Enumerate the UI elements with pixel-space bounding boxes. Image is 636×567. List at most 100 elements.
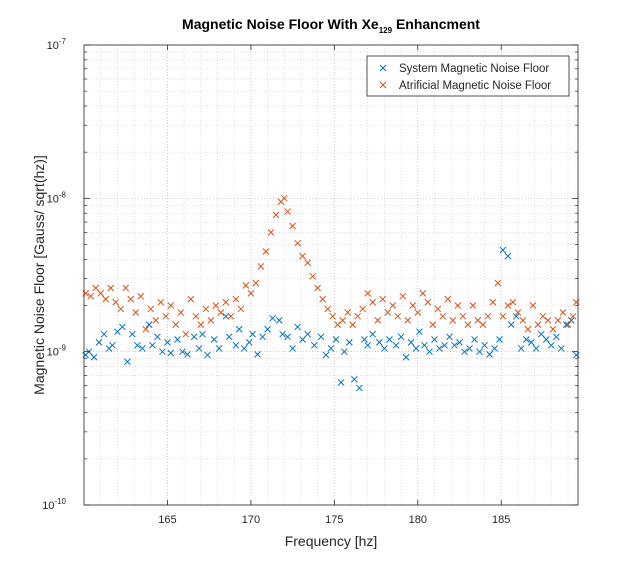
data-point — [412, 345, 420, 352]
data-point — [237, 305, 245, 313]
data-point — [569, 312, 577, 320]
data-point — [449, 317, 457, 324]
data-point — [451, 341, 458, 349]
data-point — [389, 302, 397, 309]
data-point — [97, 290, 105, 297]
axis-ticks — [84, 44, 578, 506]
data-point — [539, 312, 547, 320]
x-tick-label: 170 — [242, 514, 260, 526]
data-point — [167, 349, 175, 357]
legend-marker — [379, 81, 387, 89]
data-point — [147, 305, 155, 313]
data-point — [289, 345, 296, 352]
data-point — [210, 336, 218, 343]
data-point — [386, 336, 393, 343]
data-point — [459, 312, 467, 320]
data-point — [92, 284, 100, 292]
data-point — [479, 321, 487, 329]
data-point — [280, 194, 288, 202]
data-point — [549, 325, 557, 333]
data-point — [162, 312, 170, 320]
data-point — [346, 339, 353, 346]
data-point — [351, 375, 358, 383]
data-point — [354, 312, 362, 320]
data-point — [337, 379, 345, 386]
data-point — [254, 351, 261, 358]
data-point — [529, 302, 537, 309]
data-point — [421, 341, 428, 349]
data-point — [339, 317, 347, 324]
data-point — [264, 325, 271, 333]
data-point — [419, 290, 427, 297]
data-point — [267, 228, 275, 236]
data-point — [466, 345, 473, 352]
x-axis-title: Frequency [hz] — [285, 533, 378, 549]
data-point — [532, 345, 540, 352]
data-point — [547, 341, 555, 349]
data-point — [334, 321, 342, 329]
legend-marker — [379, 64, 387, 72]
y-axis-title: Magnetic Noise Floor [Gauss/ sqrt(hz)] — [31, 155, 47, 395]
data-point — [507, 321, 515, 329]
data-point — [184, 351, 191, 358]
chart-title-subscript: 129 — [379, 26, 393, 35]
data-point — [222, 312, 230, 320]
chart-title: Magnetic Noise Floor With Xe129 Enhancme… — [182, 16, 480, 35]
data-point — [552, 333, 560, 341]
data-point — [232, 341, 240, 349]
data-point — [397, 333, 405, 341]
data-point — [299, 252, 306, 260]
data-point — [439, 312, 447, 320]
data-point — [299, 336, 306, 343]
plot-frame — [83, 44, 579, 506]
data-point — [344, 309, 352, 316]
data-point — [394, 312, 402, 320]
data-point — [227, 312, 235, 320]
data-point — [499, 246, 507, 254]
data-point — [124, 358, 131, 366]
data-point — [222, 298, 230, 306]
data-point — [284, 208, 291, 215]
data-point — [102, 295, 110, 303]
data-point — [384, 309, 392, 316]
data-point — [496, 336, 503, 343]
legend-label: System Magnetic Noise Floor — [399, 63, 549, 75]
data-point — [232, 295, 240, 303]
data-point — [137, 292, 145, 300]
data-point — [197, 321, 205, 329]
data-point — [464, 321, 472, 329]
data-point — [434, 305, 442, 313]
data-point — [494, 279, 502, 287]
y-tick-label: 10-7 — [47, 37, 67, 52]
data-point — [399, 292, 407, 300]
data-point — [436, 345, 443, 352]
data-point — [567, 317, 575, 324]
data-point — [182, 330, 190, 338]
data-point — [154, 333, 161, 341]
data-point — [309, 272, 316, 280]
y-tick-label: 10-8 — [47, 190, 67, 205]
data-point — [249, 330, 256, 338]
data-point — [376, 339, 383, 346]
data-point — [454, 302, 462, 309]
data-point — [100, 330, 108, 338]
data-point — [329, 312, 337, 320]
legend-label: Atrificial Magnetic Noise Floor — [399, 80, 551, 92]
data-point — [456, 339, 463, 346]
data-point — [562, 321, 570, 329]
data-point — [444, 295, 452, 303]
data-point — [461, 348, 468, 356]
data-point — [95, 339, 103, 346]
data-point — [192, 312, 200, 320]
data-point — [207, 317, 215, 324]
data-point — [294, 239, 301, 247]
data-point — [429, 321, 437, 329]
data-point — [257, 263, 265, 270]
data-point — [90, 353, 98, 361]
data-point — [517, 345, 525, 352]
data-point — [134, 341, 141, 349]
data-point — [187, 295, 195, 303]
data-point — [356, 384, 363, 392]
data-point — [142, 325, 150, 333]
